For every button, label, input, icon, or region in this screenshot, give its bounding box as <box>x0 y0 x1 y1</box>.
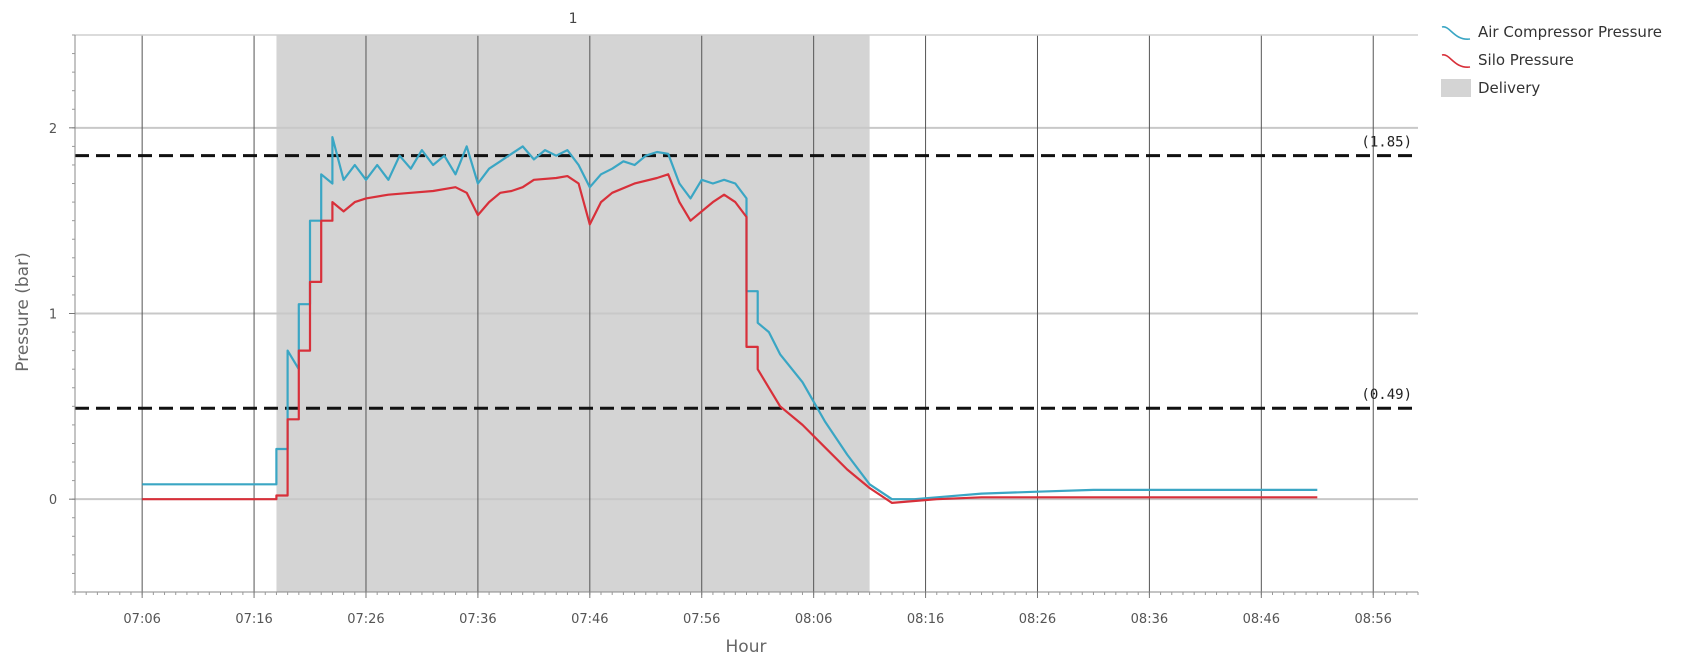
y-tick-label: 1 <box>49 308 57 323</box>
legend-item-delivery[interactable]: Delivery <box>1440 74 1680 102</box>
legend-label: Silo Pressure <box>1478 51 1574 69</box>
line-swatch-icon <box>1441 26 1471 40</box>
line-swatch-icon <box>1441 54 1471 68</box>
x-tick-label: 07:26 <box>347 612 384 627</box>
x-tick-label: 08:46 <box>1243 612 1280 627</box>
x-tick-label: 07:06 <box>123 612 160 627</box>
x-tick-label: 08:36 <box>1131 612 1168 627</box>
axis-layer: 07:06 07:16 07:26 07:36 07:46 07:56 08:06 08:16… <box>49 34 1419 627</box>
x-tick-label: 08:26 <box>1019 612 1056 627</box>
series-layer <box>142 136 1318 504</box>
y-tick-label: 2 <box>49 122 57 137</box>
reference-label: (0.49) <box>1361 387 1412 403</box>
y-tick-label: 0 <box>49 493 57 508</box>
x-tick-label: 08:56 <box>1354 612 1391 627</box>
reference-label: (1.85) <box>1361 135 1412 151</box>
x-tick-label: 08:06 <box>795 612 832 627</box>
legend-item-air-compressor[interactable]: Air Compressor Pressure <box>1440 18 1680 46</box>
band-swatch-icon <box>1441 79 1471 97</box>
series-line-air-compressor <box>142 136 1318 501</box>
series-line-silo <box>142 173 1318 504</box>
y-axis-title: Pressure (bar) <box>13 252 33 371</box>
x-tick-label: 07:56 <box>683 612 720 627</box>
legend-label: Delivery <box>1478 79 1541 97</box>
legend-item-silo[interactable]: Silo Pressure <box>1440 46 1680 74</box>
x-tick-label: 08:16 <box>907 612 944 627</box>
x-axis-title: Hour <box>726 637 767 656</box>
legend: Air Compressor Pressure Silo Pressure De… <box>1440 18 1680 102</box>
band-layer: 1 <box>276 11 870 592</box>
legend-label: Air Compressor Pressure <box>1478 23 1663 41</box>
band-label: 1 <box>569 11 578 27</box>
x-tick-label: 07:46 <box>571 612 608 627</box>
x-tick-label: 07:16 <box>235 612 272 627</box>
x-tick-label: 07:36 <box>459 612 496 627</box>
